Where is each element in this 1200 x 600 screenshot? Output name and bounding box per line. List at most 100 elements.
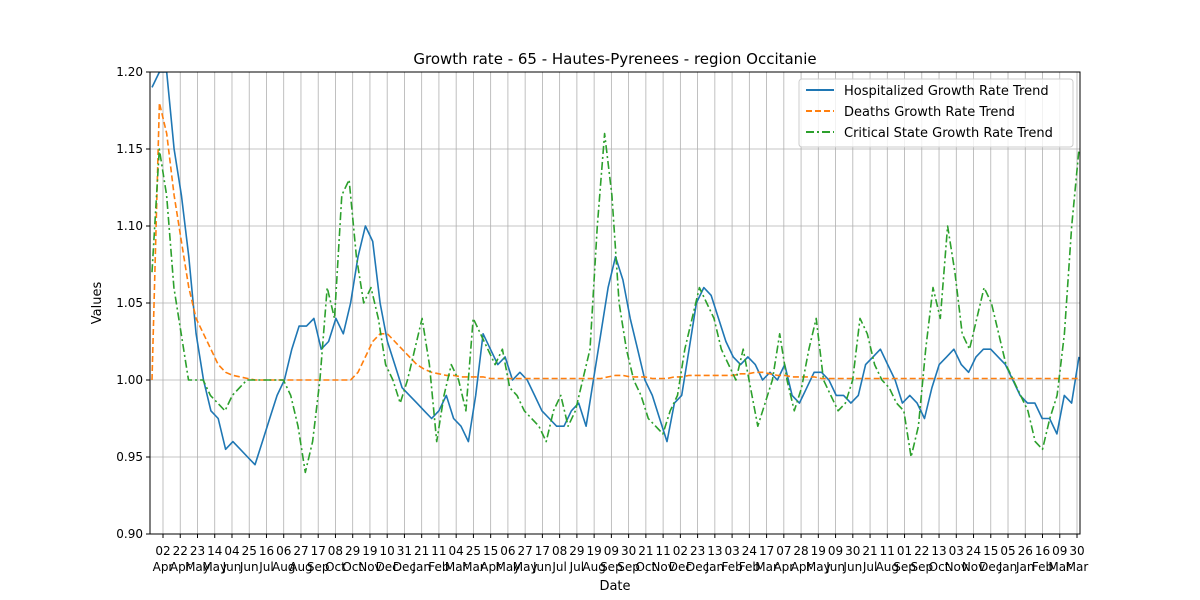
x-axis-ticks: 02Apr22Apr23May14May04Jun25Jun16Jul06Aug… bbox=[153, 534, 1088, 574]
x-tick-day: 06 bbox=[276, 544, 291, 558]
x-tick-month: Oct bbox=[342, 560, 363, 574]
x-tick-month: Apr bbox=[480, 560, 501, 574]
x-tick-day: 13 bbox=[931, 544, 946, 558]
x-tick-day: 17 bbox=[311, 544, 326, 558]
x-tick-month: Oct bbox=[325, 560, 346, 574]
x-tick-month: Mar bbox=[1048, 560, 1071, 574]
x-tick-month: Feb bbox=[721, 560, 742, 574]
x-tick-day: 24 bbox=[742, 544, 757, 558]
x-tick-month: Dec bbox=[686, 560, 709, 574]
x-tick-month: May bbox=[185, 560, 210, 574]
x-tick-day: 15 bbox=[983, 544, 998, 558]
x-tick-month: Jan bbox=[411, 560, 431, 574]
x-tick-day: 19 bbox=[362, 544, 377, 558]
x-tick-day: 05 bbox=[1000, 544, 1015, 558]
x-tick-day: 01 bbox=[897, 544, 912, 558]
x-tick-month: Jun bbox=[842, 560, 862, 574]
x-tick-month: Aug bbox=[272, 560, 295, 574]
x-tick-month: Apr bbox=[791, 560, 812, 574]
y-tick-label: 0.95 bbox=[116, 450, 143, 464]
x-tick-day: 21 bbox=[414, 544, 429, 558]
x-tick-day: 16 bbox=[259, 544, 274, 558]
x-tick-month: Sep bbox=[307, 560, 330, 574]
x-tick-month: Jun bbox=[222, 560, 242, 574]
x-tick-day: 11 bbox=[880, 544, 895, 558]
x-tick-month: Feb bbox=[1032, 560, 1053, 574]
x-tick-month: Dec bbox=[979, 560, 1002, 574]
x-tick-month: Sep bbox=[893, 560, 916, 574]
x-tick-month: May bbox=[806, 560, 831, 574]
x-tick-month: Apr bbox=[773, 560, 794, 574]
legend-label-hospitalized: Hospitalized Growth Rate Trend bbox=[844, 84, 1049, 99]
x-tick-month: Nov bbox=[962, 560, 985, 574]
x-tick-month: Jul bbox=[551, 560, 566, 574]
legend-label-deaths: Deaths Growth Rate Trend bbox=[844, 105, 1015, 120]
x-tick-day: 11 bbox=[431, 544, 446, 558]
x-tick-day: 30 bbox=[845, 544, 860, 558]
grid-lines bbox=[150, 71, 1080, 535]
x-tick-month: Dec bbox=[393, 560, 416, 574]
x-tick-month: Jun bbox=[239, 560, 259, 574]
x-tick-month: Mar bbox=[462, 560, 485, 574]
x-tick-day: 27 bbox=[293, 544, 308, 558]
x-tick-month: Aug bbox=[582, 560, 605, 574]
x-tick-day: 04 bbox=[449, 544, 464, 558]
y-tick-label: 1.05 bbox=[116, 296, 143, 310]
y-tick-label: 1.10 bbox=[116, 219, 143, 233]
y-axis-label: Values bbox=[90, 282, 105, 325]
x-tick-day: 29 bbox=[569, 544, 584, 558]
x-tick-day: 15 bbox=[483, 544, 498, 558]
x-tick-day: 09 bbox=[1052, 544, 1067, 558]
x-tick-day: 04 bbox=[224, 544, 239, 558]
x-tick-day: 17 bbox=[759, 544, 774, 558]
x-tick-day: 02 bbox=[673, 544, 688, 558]
legend-label-critical: Critical State Growth Rate Trend bbox=[844, 126, 1053, 141]
x-tick-month: May bbox=[202, 560, 227, 574]
x-tick-day: 23 bbox=[190, 544, 205, 558]
x-tick-day: 22 bbox=[173, 544, 188, 558]
legend: Hospitalized Growth Rate Trend Deaths Gr… bbox=[798, 78, 1074, 148]
x-tick-day: 09 bbox=[828, 544, 843, 558]
x-tick-month: Nov bbox=[358, 560, 381, 574]
x-tick-month: Feb bbox=[428, 560, 449, 574]
x-tick-day: 11 bbox=[655, 544, 670, 558]
y-tick-label: 1.15 bbox=[116, 142, 143, 156]
x-tick-day: 19 bbox=[811, 544, 826, 558]
x-tick-month: Jul bbox=[862, 560, 877, 574]
series-lines bbox=[151, 72, 1080, 474]
x-tick-month: Nov bbox=[945, 560, 968, 574]
x-tick-month: May bbox=[495, 560, 520, 574]
x-tick-day: 25 bbox=[466, 544, 481, 558]
x-tick-day: 30 bbox=[1069, 544, 1084, 558]
x-tick-day: 21 bbox=[638, 544, 653, 558]
series-line-deaths bbox=[151, 102, 1079, 381]
y-tick-label: 1.20 bbox=[116, 65, 143, 79]
x-tick-month: Jan bbox=[1015, 560, 1035, 574]
x-tick-day: 25 bbox=[242, 544, 257, 558]
x-tick-day: 17 bbox=[535, 544, 550, 558]
x-tick-month: Jul bbox=[569, 560, 584, 574]
x-tick-month: Mar bbox=[755, 560, 778, 574]
x-tick-month: Oct bbox=[635, 560, 656, 574]
x-tick-month: Apr bbox=[170, 560, 191, 574]
y-axis-ticks: 0.90 0.95 1.00 1.05 1.10 1.15 1.20 bbox=[116, 65, 150, 541]
x-tick-day: 09 bbox=[604, 544, 619, 558]
x-tick-month: Sep bbox=[600, 560, 623, 574]
x-tick-month: Jan bbox=[998, 560, 1018, 574]
x-tick-day: 10 bbox=[380, 544, 395, 558]
y-tick-label: 0.90 bbox=[116, 527, 143, 541]
x-tick-month: Apr bbox=[153, 560, 174, 574]
x-tick-day: 27 bbox=[518, 544, 533, 558]
x-tick-month: Sep bbox=[910, 560, 933, 574]
chart-title: Growth rate - 65 - Hautes-Pyrenees - reg… bbox=[413, 50, 816, 68]
x-tick-day: 14 bbox=[207, 544, 222, 558]
x-tick-month: Nov bbox=[651, 560, 674, 574]
x-tick-month: May bbox=[513, 560, 538, 574]
x-tick-day: 28 bbox=[793, 544, 808, 558]
x-tick-day: 02 bbox=[155, 544, 170, 558]
x-tick-day: 21 bbox=[862, 544, 877, 558]
x-tick-month: Aug bbox=[876, 560, 899, 574]
x-tick-day: 30 bbox=[621, 544, 636, 558]
x-tick-day: 08 bbox=[552, 544, 567, 558]
x-tick-month: Sep bbox=[617, 560, 640, 574]
